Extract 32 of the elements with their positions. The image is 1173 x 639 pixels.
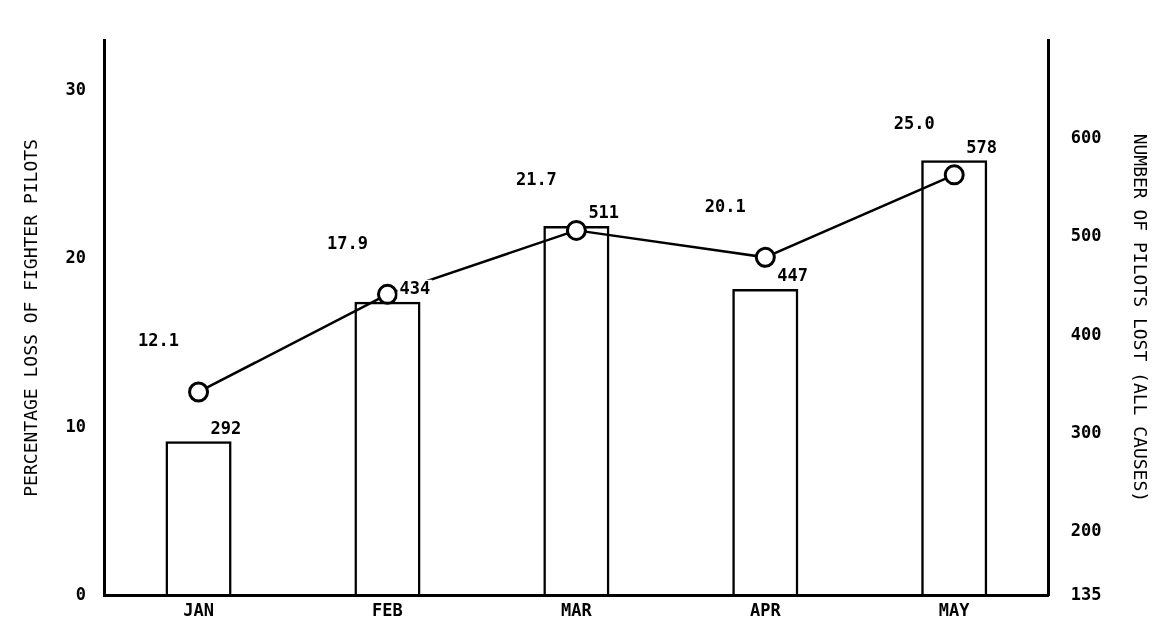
point [188, 381, 210, 403]
y2-tick-label: 300 [1070, 421, 1102, 442]
x-tick-label: JAN [183, 600, 214, 621]
y-tick-label: 0 [75, 584, 87, 605]
point [754, 246, 776, 268]
data-label: 292 [210, 417, 242, 438]
y-tick-label: 10 [65, 415, 87, 436]
y-tick-label: 20 [65, 247, 87, 268]
data-label: 17.9 [326, 232, 368, 253]
x-tick-label: APR [749, 600, 782, 621]
x-tick-label: MAR [561, 600, 593, 621]
point [565, 219, 587, 241]
data-label: 447 [777, 265, 809, 286]
y2-tick-label: 200 [1070, 520, 1102, 541]
y-tick-label: 30 [65, 79, 87, 100]
data-label: 12.1 [138, 330, 180, 351]
x-tick-label: MAY [938, 600, 971, 621]
y2-tick-label: 500 [1070, 225, 1102, 246]
y-axis-title: PERCENTAGE LOSS OF FIGHTER PILOTS [20, 139, 42, 497]
y2-tick-label: 135 [1070, 584, 1102, 605]
data-label: 20.1 [704, 195, 746, 216]
data-label: 21.7 [515, 168, 557, 189]
data-label: 25.0 [893, 113, 935, 134]
data-label: 434 [399, 278, 431, 299]
point [943, 164, 965, 186]
data-label: 511 [588, 202, 620, 223]
x-tick-label: FEB [372, 600, 403, 621]
data-label: 578 [966, 136, 997, 157]
y2-axis-title: NUMBER OF PILOTS LOST (ALL CAUSES) [1129, 133, 1151, 503]
point [376, 283, 398, 305]
y2-tick-label: 400 [1070, 323, 1102, 344]
y2-tick-label: 600 [1070, 126, 1102, 147]
